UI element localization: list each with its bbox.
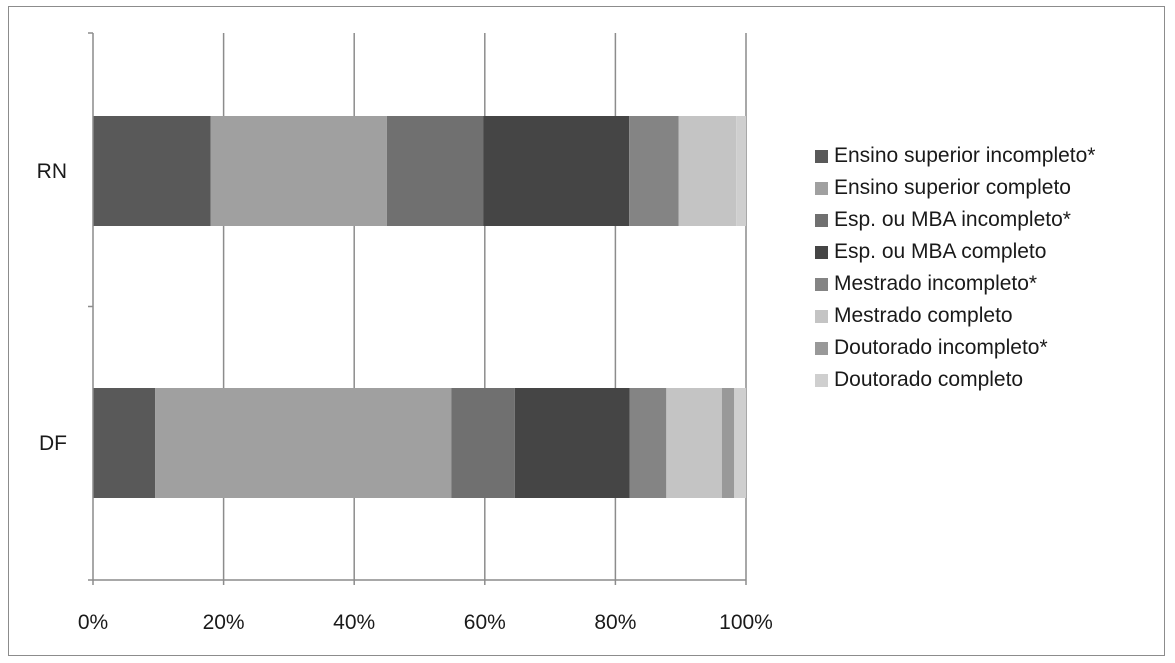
legend-label: Esp. ou MBA incompleto* bbox=[834, 208, 1071, 231]
bar-segment-df-2 bbox=[451, 388, 515, 498]
x-tick-label: 80% bbox=[594, 611, 636, 634]
legend-label: Doutorado completo bbox=[834, 368, 1024, 391]
bar-segment-rn-1 bbox=[210, 116, 387, 226]
x-tick-label: 60% bbox=[464, 611, 506, 634]
axes bbox=[88, 32, 747, 585]
legend-label: Doutorado incompleto* bbox=[834, 336, 1048, 359]
legend-label: Ensino superior completo bbox=[834, 176, 1071, 199]
legend-item: Esp. ou MBA incompleto* bbox=[815, 207, 1071, 233]
chart-frame bbox=[8, 6, 1165, 656]
bar-segment-rn-2 bbox=[386, 116, 484, 226]
legend-label: Ensino superior incompleto* bbox=[834, 144, 1096, 167]
bar-segment-df-1 bbox=[155, 388, 452, 498]
bars bbox=[93, 116, 746, 498]
legend-item: Mestrado incompleto* bbox=[815, 271, 1037, 297]
bar-segment-df-7 bbox=[734, 388, 746, 498]
x-tick-label: 0% bbox=[78, 611, 108, 634]
legend-swatch bbox=[815, 149, 828, 163]
legend-item: Mestrado completo bbox=[815, 303, 1013, 329]
legend-swatch bbox=[815, 277, 828, 291]
tick-labels: 0% 20% 40% 60% 80% 100% RN DF bbox=[37, 160, 773, 634]
bar-segment-df-3 bbox=[514, 388, 630, 498]
legend-swatch bbox=[815, 213, 828, 227]
bar-segment-df-4 bbox=[629, 388, 667, 498]
legend-swatch bbox=[815, 245, 828, 259]
legend-swatch bbox=[815, 309, 828, 323]
legend-item: Doutorado completo bbox=[815, 367, 1023, 393]
bar-segment-rn-5 bbox=[678, 116, 737, 226]
bar-segment-df-6 bbox=[721, 388, 735, 498]
legend-item: Esp. ou MBA completo bbox=[815, 239, 1046, 265]
x-tick-label: 100% bbox=[719, 611, 773, 634]
bar-segment-df-0 bbox=[93, 388, 156, 498]
bar-segment-rn-0 bbox=[93, 116, 211, 226]
legend-label: Mestrado completo bbox=[834, 304, 1013, 327]
bar-segment-rn-3 bbox=[483, 116, 630, 226]
legend-item: Ensino superior completo bbox=[815, 175, 1071, 201]
legend-swatch bbox=[815, 341, 828, 355]
legend-swatch bbox=[815, 181, 828, 195]
legend-label: Mestrado incompleto* bbox=[834, 272, 1038, 295]
x-tick-label: 20% bbox=[203, 611, 245, 634]
y-category-label: DF bbox=[39, 432, 67, 455]
bar-segment-rn-4 bbox=[629, 116, 679, 226]
legend-label: Esp. ou MBA completo bbox=[834, 240, 1047, 263]
x-tick-label: 40% bbox=[333, 611, 375, 634]
legend-swatch bbox=[815, 373, 828, 387]
legend-item: Ensino superior incompleto* bbox=[815, 143, 1095, 169]
bar-segment-df-5 bbox=[666, 388, 722, 498]
bar-segment-rn-7 bbox=[736, 116, 746, 226]
legend-item: Doutorado incompleto* bbox=[815, 335, 1048, 361]
y-category-label: RN bbox=[37, 160, 67, 183]
